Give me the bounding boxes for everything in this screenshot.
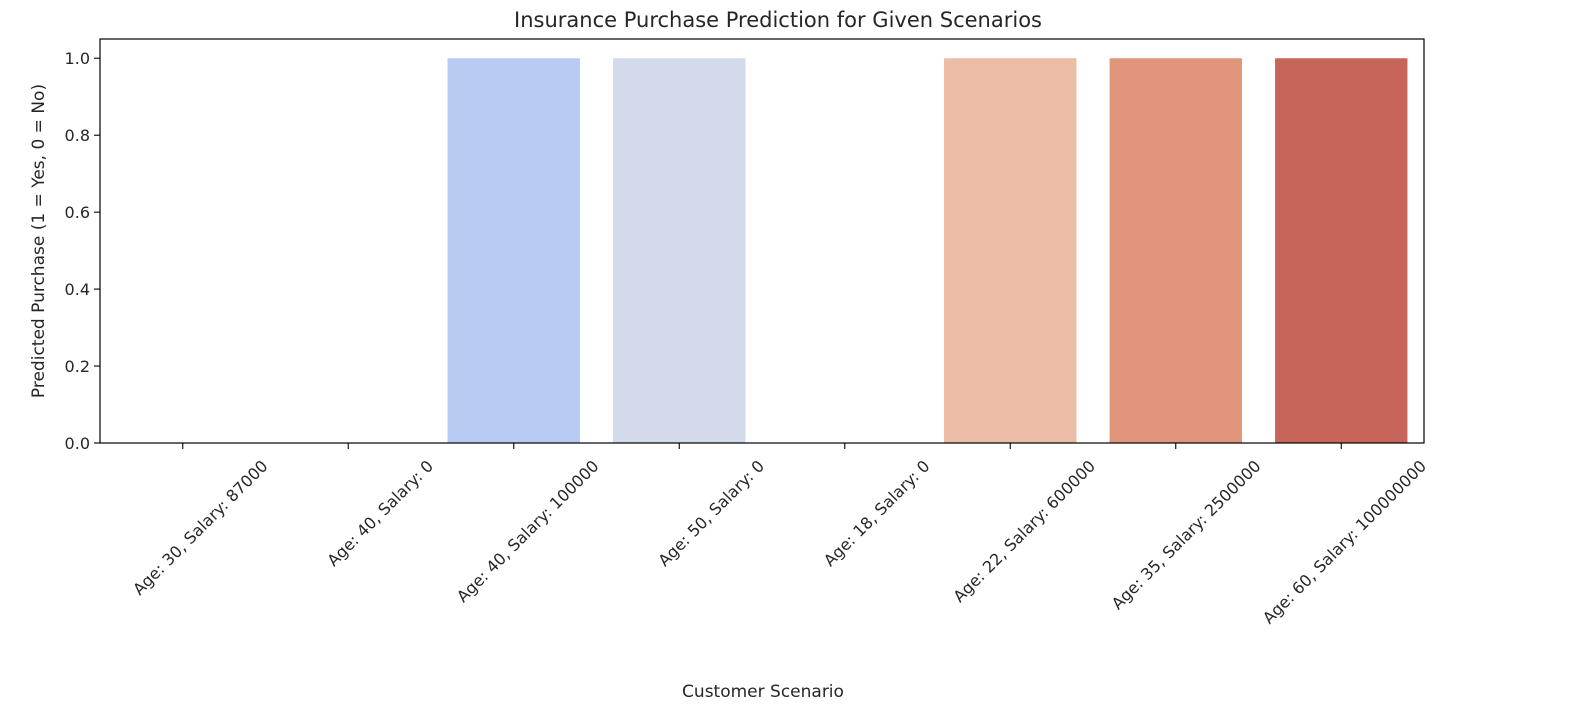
x-tick-label: Age: 22, Salary: 600000 (949, 456, 1099, 606)
x-tick-label: Age: 35, Salary: 2500000 (1108, 456, 1265, 613)
x-tick-label: Age: 40, Salary: 100000 (453, 456, 603, 606)
bar-8 (1275, 58, 1408, 443)
bar-6 (944, 58, 1077, 443)
y-axis-ticks: 0.0 0.2 0.4 0.6 0.8 1.0 (65, 49, 100, 453)
x-tick-label: Age: 18, Salary: 0 (820, 456, 934, 570)
bar-3 (447, 58, 580, 443)
y-tick-label: 0.8 (65, 126, 90, 145)
y-tick-label: 1.0 (65, 49, 90, 68)
bar-7 (1109, 58, 1242, 443)
x-tick-label: Age: 30, Salary: 87000 (129, 456, 271, 598)
x-tick-label: Age: 40, Salary: 0 (323, 456, 437, 570)
y-axis-label: Predicted Purchase (1 = Yes, 0 = No) (29, 84, 49, 398)
x-axis-label: Customer Scenario (682, 682, 844, 702)
chart-title: Insurance Purchase Prediction for Given … (514, 8, 1042, 32)
y-tick-label: 0.6 (65, 203, 90, 222)
x-tick-label: Age: 60, Salary: 100000000 (1259, 456, 1430, 627)
y-tick-label: 0.2 (65, 357, 90, 376)
x-tick-label: Age: 50, Salary: 0 (654, 456, 768, 570)
bar-4 (613, 58, 746, 443)
y-tick-label: 0.0 (65, 434, 90, 453)
bars-layer (447, 58, 1408, 443)
y-tick-label: 0.4 (65, 280, 90, 299)
x-axis-ticks: Age: 30, Salary: 87000 Age: 40, Salary: 0… (129, 443, 1430, 628)
plot-frame (99, 38, 1425, 444)
